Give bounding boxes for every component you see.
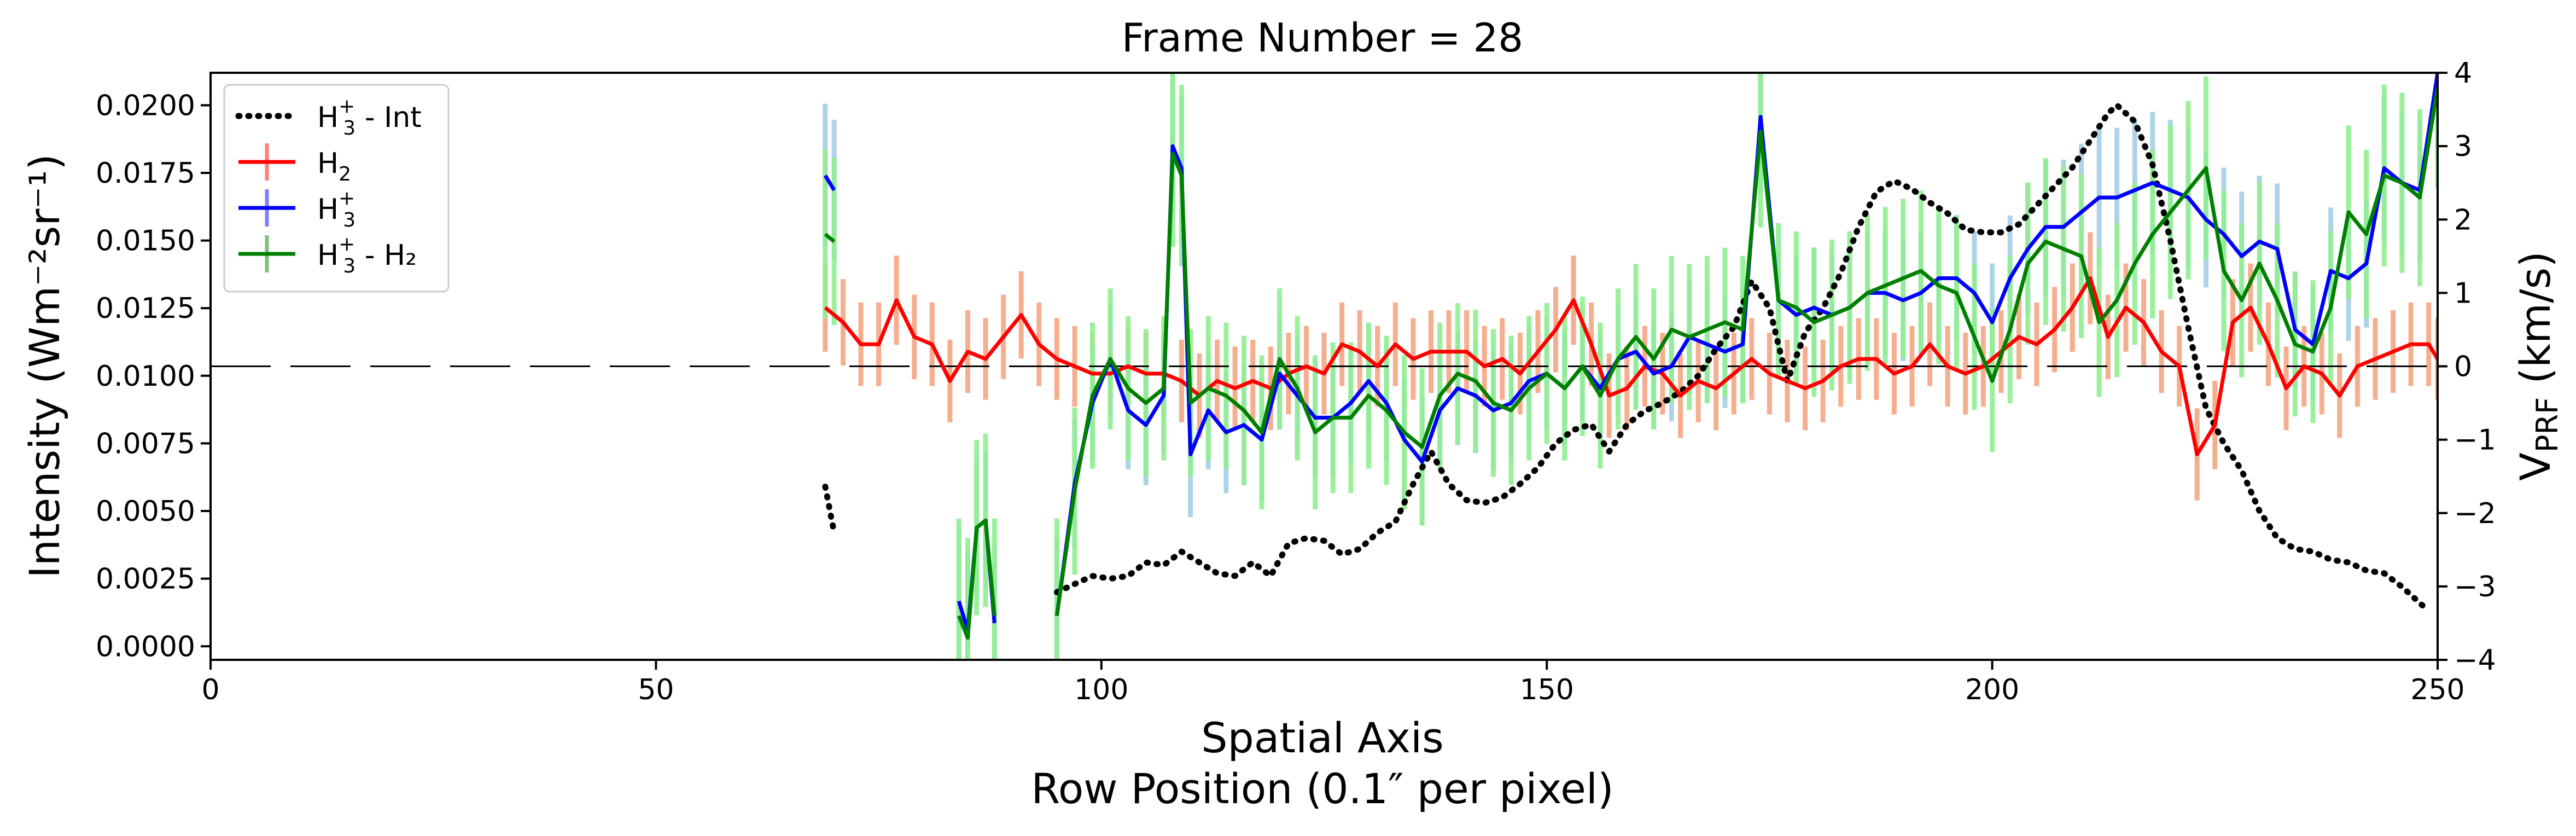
series-lines	[822, 73, 2438, 640]
y-right-tick-label: 0	[2454, 351, 2472, 384]
series-line-h3-	[1054, 73, 2438, 616]
series-line-h3-int	[1053, 102, 2432, 614]
y-left-tick-label: 0.0025	[96, 563, 195, 596]
y-right-axis-label: VPRF (km/s)	[2511, 251, 2565, 481]
y-left-axis-label: Intensity (Wm⁻²sr⁻¹)	[20, 154, 69, 578]
y-right-tick-label: −3	[2454, 571, 2496, 603]
x-tick-label: 100	[1074, 674, 1128, 706]
y-left-tick-label: 0.0150	[96, 225, 195, 258]
y-right-label-main: V	[2511, 452, 2560, 481]
series-line-h3-h2	[824, 233, 836, 243]
y-left-tick-label: 0.0175	[96, 157, 195, 190]
x-tick-label: 0	[201, 674, 219, 706]
legend: H+ 3 - Int H2H+ 3H+ 3 - H₂	[223, 84, 450, 293]
x-axis-label: Spatial Axis	[1201, 713, 1444, 762]
x-tick-label: 200	[1965, 674, 2019, 706]
legend-box	[223, 84, 450, 293]
y-right-tick-label: −2	[2454, 497, 2496, 530]
y-left-tick-label: 0.0050	[96, 495, 195, 528]
x-tick-label: 250	[2410, 674, 2464, 706]
series-line-h3-h2	[957, 518, 996, 640]
y-right-label-sub: PRF	[2530, 397, 2565, 452]
legend-label: H+ 3 - H₂	[317, 233, 417, 277]
y-right-tick-label: −4	[2454, 644, 2496, 677]
y-right-tick-label: 1	[2454, 277, 2472, 310]
y-left-tick-label: 0.0075	[96, 427, 195, 460]
y-right-axis-ticks: −4 −3 −2 −1 0 1 2 3 4	[2438, 57, 2496, 677]
legend-label: H2	[317, 147, 351, 185]
y-left-tick-label: 0.0000	[96, 630, 195, 663]
x-tick-label: 150	[1520, 674, 1574, 706]
y-left-tick-label: 0.0200	[96, 89, 195, 122]
y-right-label-unit: (km/s)	[2511, 251, 2560, 397]
series-line-h3-h2	[1054, 87, 2438, 616]
y-right-tick-label: 3	[2454, 130, 2472, 163]
legend-label: H+ 3 - Int	[317, 95, 422, 140]
series-line-h2	[824, 276, 2438, 456]
y-left-axis-ticks: 0.0000 0.0025 0.0050 0.0075 0.0100 0.0125 0.01…	[96, 89, 211, 663]
y-left-tick-label: 0.0125	[96, 292, 195, 325]
chart-title: Frame Number = 28	[1122, 15, 1523, 61]
x-axis-label-secondary: Row Position (0.1″ per pixel)	[1031, 764, 1613, 813]
x-tick-label: 50	[638, 674, 674, 706]
y-left-tick-label: 0.0100	[96, 360, 195, 393]
y-right-tick-label: 2	[2454, 204, 2472, 236]
y-right-tick-label: −1	[2454, 424, 2496, 457]
y-right-tick-label: 4	[2454, 57, 2472, 90]
series-line-h3-	[823, 174, 836, 191]
series-line-h3-int	[822, 484, 837, 536]
legend-label: H+ 3	[317, 187, 355, 231]
x-axis-ticks: 0 50 100 150 200 250	[201, 660, 2465, 706]
